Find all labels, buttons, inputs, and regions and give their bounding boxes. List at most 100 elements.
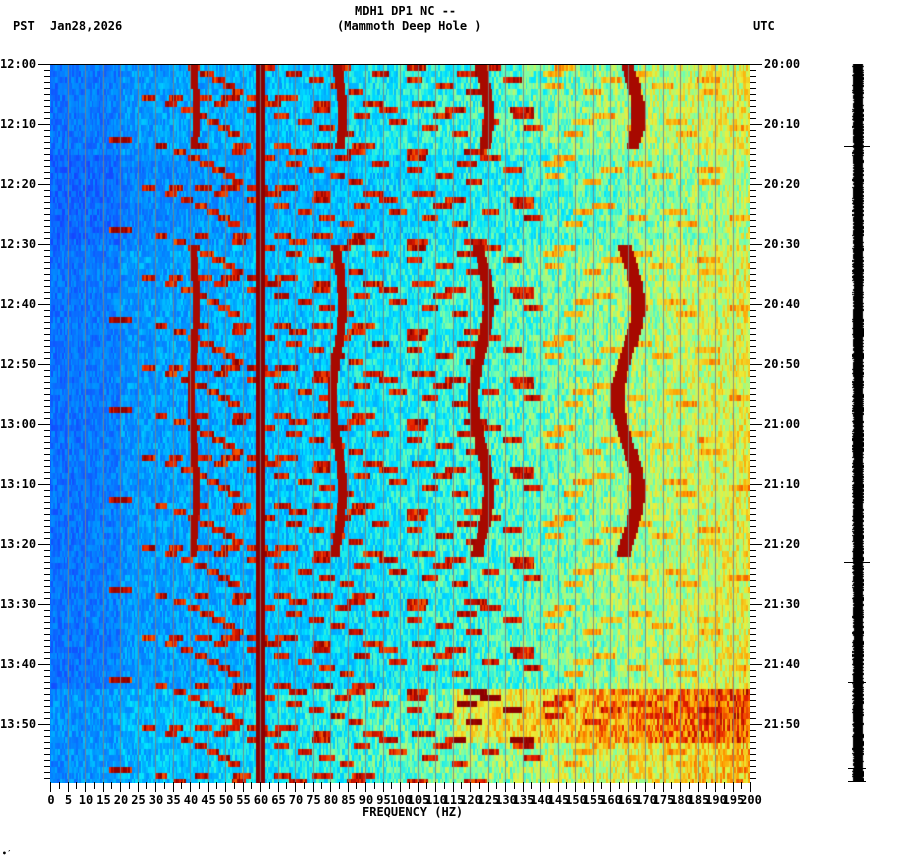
x-tick xyxy=(295,782,296,792)
y-tick-right xyxy=(750,316,756,317)
x-tick xyxy=(374,782,375,789)
y-tick-left xyxy=(44,562,50,563)
y-tick-left xyxy=(44,130,50,131)
y-tick-right xyxy=(750,436,756,437)
y-tick-right xyxy=(750,412,756,413)
y-tick-right xyxy=(750,82,756,83)
y-tick-right xyxy=(750,172,756,173)
y-tick-left xyxy=(44,460,50,461)
y-tick-label-pst: 12:30 xyxy=(0,237,37,251)
x-tick xyxy=(724,782,725,789)
y-tick-right xyxy=(750,430,756,431)
y-tick-left xyxy=(38,244,50,245)
x-tick xyxy=(339,782,340,789)
y-tick-right xyxy=(750,754,756,755)
x-tick xyxy=(698,782,699,792)
y-tick-left xyxy=(44,658,50,659)
x-tick xyxy=(286,782,287,789)
site-title: (Mammoth Deep Hole ) xyxy=(337,19,482,33)
x-tick xyxy=(85,782,86,792)
y-tick-left xyxy=(38,364,50,365)
y-tick-right xyxy=(750,610,756,611)
y-tick-left xyxy=(44,88,50,89)
y-tick-left xyxy=(44,394,50,395)
x-tick xyxy=(304,782,305,789)
y-tick-left xyxy=(44,580,50,581)
y-tick-label-pst: 12:40 xyxy=(0,297,37,311)
x-tick xyxy=(365,782,366,792)
y-tick-label-utc: 21:40 xyxy=(764,657,801,671)
y-tick-right xyxy=(750,766,756,767)
x-tick xyxy=(470,782,471,792)
x-tick-label: 0 xyxy=(47,793,55,807)
y-tick-right xyxy=(750,232,756,233)
y-tick-left xyxy=(44,334,50,335)
y-tick-right xyxy=(750,196,756,197)
y-tick-left xyxy=(38,484,50,485)
y-tick-left xyxy=(44,592,50,593)
y-tick-right xyxy=(750,562,756,563)
x-tick xyxy=(645,782,646,792)
x-tick xyxy=(278,782,279,792)
y-tick-right xyxy=(750,598,756,599)
y-tick-right xyxy=(750,748,756,749)
y-tick-left xyxy=(44,454,50,455)
y-tick-right xyxy=(750,358,756,359)
y-tick-left xyxy=(44,538,50,539)
x-tick-label: 190 xyxy=(705,793,727,807)
y-tick-left xyxy=(44,442,50,443)
y-tick-left xyxy=(44,310,50,311)
y-tick-label-utc: 20:00 xyxy=(764,57,801,71)
y-tick-right xyxy=(750,580,756,581)
y-tick-left xyxy=(44,214,50,215)
x-tick xyxy=(251,782,252,789)
y-tick-right xyxy=(750,268,756,269)
y-tick-right xyxy=(750,670,756,671)
y-tick-left xyxy=(44,712,50,713)
y-tick-left xyxy=(44,532,50,533)
y-tick-left xyxy=(44,718,50,719)
x-tick xyxy=(146,782,147,789)
x-tick xyxy=(383,782,384,792)
y-tick-left xyxy=(44,142,50,143)
y-tick-left xyxy=(44,346,50,347)
y-tick-left xyxy=(44,208,50,209)
y-tick-right xyxy=(750,214,756,215)
y-tick-right xyxy=(750,130,756,131)
y-tick-left xyxy=(38,664,50,665)
x-tick xyxy=(715,782,716,792)
y-tick-right xyxy=(750,190,756,191)
y-tick-left xyxy=(44,136,50,137)
trace-marker xyxy=(848,781,866,782)
y-tick-right xyxy=(750,622,756,623)
x-tick xyxy=(426,782,427,789)
x-tick xyxy=(619,782,620,789)
x-tick xyxy=(505,782,506,792)
y-tick-right xyxy=(750,496,756,497)
x-tick xyxy=(479,782,480,789)
y-tick-left xyxy=(44,550,50,551)
y-tick-right xyxy=(750,490,756,491)
y-tick-left xyxy=(44,766,50,767)
y-tick-right xyxy=(750,544,762,545)
y-tick-right xyxy=(750,124,762,125)
y-tick-right xyxy=(750,340,756,341)
y-tick-label-pst: 13:50 xyxy=(0,717,37,731)
x-tick-label: 165 xyxy=(617,793,640,807)
y-tick-left xyxy=(38,64,50,65)
seismic-trace xyxy=(852,64,864,782)
y-tick-right xyxy=(750,304,762,305)
y-tick-right xyxy=(750,226,756,227)
y-tick-left xyxy=(44,118,50,119)
x-tick xyxy=(444,782,445,789)
y-tick-right xyxy=(750,520,756,521)
y-tick-right xyxy=(750,478,756,479)
y-tick-left xyxy=(44,322,50,323)
x-tick-label: 125 xyxy=(477,793,500,807)
y-tick-left xyxy=(44,166,50,167)
y-tick-right xyxy=(750,166,756,167)
y-tick-left xyxy=(44,586,50,587)
y-tick-right xyxy=(750,688,756,689)
y-tick-right xyxy=(750,616,756,617)
y-tick-right xyxy=(750,256,756,257)
